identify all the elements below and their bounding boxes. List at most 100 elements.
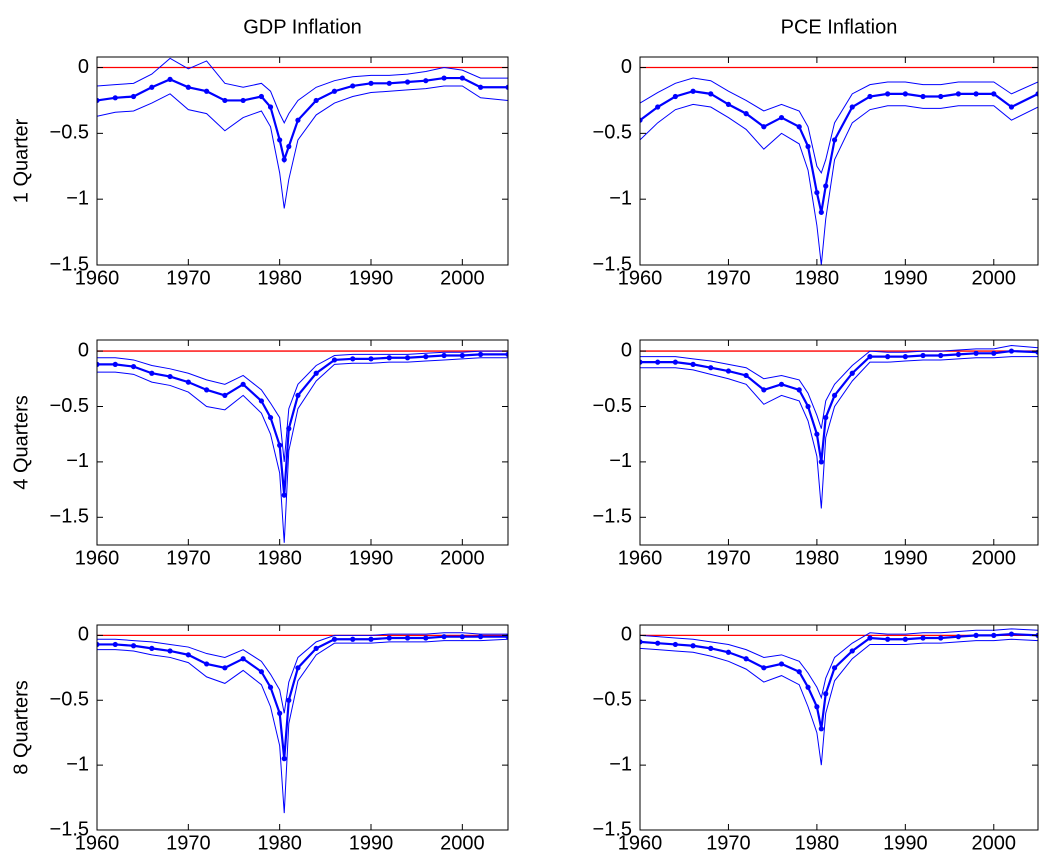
estimate-line	[640, 632, 1038, 730]
axes-box	[96, 56, 509, 266]
band-line	[97, 357, 508, 543]
marker	[672, 93, 678, 100]
band-line	[97, 632, 508, 714]
band-line	[640, 628, 1038, 700]
marker	[1008, 631, 1015, 637]
marker	[130, 363, 137, 370]
y-tick-label: −0.5	[593, 395, 632, 417]
marker	[386, 355, 392, 361]
x-tick-label: 1990	[349, 547, 394, 569]
marker	[796, 387, 802, 393]
x-tick-label: 2000	[972, 267, 1017, 289]
y-tick-label: −0.5	[593, 122, 632, 144]
x-tick-label: 1970	[706, 832, 751, 854]
marker	[690, 361, 696, 367]
marker	[286, 143, 292, 150]
x-tick-label: 1980	[257, 832, 302, 854]
marker	[423, 354, 429, 360]
marker	[690, 643, 696, 649]
y-tick-label: −1.5	[593, 506, 632, 528]
marker	[368, 80, 374, 86]
y-tick-label: −1	[66, 753, 89, 775]
plot-area	[97, 350, 508, 543]
marker	[441, 352, 447, 359]
marker	[991, 632, 997, 638]
plot-area	[640, 628, 1038, 766]
marker	[991, 91, 997, 97]
marker	[441, 634, 447, 640]
marker	[404, 355, 411, 361]
x-tick-label: 1990	[349, 832, 394, 854]
marker	[640, 359, 643, 365]
marker	[368, 356, 374, 362]
marker	[778, 381, 785, 387]
marker	[286, 697, 292, 703]
estimate-line	[640, 90, 1038, 213]
marker	[281, 492, 287, 498]
marker	[867, 93, 873, 100]
marker	[350, 83, 356, 89]
marker	[204, 661, 210, 667]
x-tick-label: 2000	[440, 267, 485, 289]
marker	[902, 636, 908, 642]
plot-area	[97, 57, 508, 209]
marker	[459, 352, 465, 359]
marker	[831, 392, 838, 399]
y-tick-label: −1.5	[593, 253, 632, 275]
marker	[708, 645, 714, 651]
marker	[902, 91, 908, 97]
marker	[130, 643, 137, 649]
marker	[350, 636, 356, 642]
marker	[478, 84, 484, 90]
axes-box	[96, 339, 509, 546]
marker	[97, 361, 100, 367]
marker	[708, 91, 714, 97]
y-tick-label: −1	[609, 450, 632, 472]
marker	[423, 78, 429, 84]
x-tick-label: 1960	[618, 267, 663, 289]
y-tick-label: 0	[621, 56, 632, 78]
y-tick-label: 0	[621, 624, 632, 646]
x-tick-label: 1960	[75, 832, 120, 854]
marker	[902, 354, 908, 360]
y-tick-label: 0	[621, 339, 632, 361]
marker	[258, 669, 264, 675]
x-tick-label: 1980	[257, 267, 302, 289]
x-tick-label: 1990	[883, 547, 928, 569]
marker	[459, 634, 465, 640]
estimate-line	[97, 76, 508, 164]
marker	[505, 351, 508, 358]
x-tick-label: 1970	[706, 267, 751, 289]
marker	[295, 665, 301, 671]
marker	[761, 387, 767, 393]
plot-area	[640, 345, 1038, 509]
y-tick-label: −1.5	[50, 253, 89, 275]
marker	[885, 91, 891, 97]
band-line	[640, 345, 1038, 429]
marker	[708, 365, 714, 371]
marker	[885, 354, 891, 360]
y-tick-label: −1.5	[593, 818, 632, 840]
marker	[97, 641, 100, 648]
marker	[805, 143, 811, 150]
axes-box	[96, 624, 509, 831]
marker	[778, 114, 785, 121]
estimate-line	[97, 353, 508, 496]
marker	[818, 459, 824, 465]
marker	[761, 124, 767, 130]
axes-box	[639, 624, 1039, 831]
marker	[814, 189, 820, 196]
marker	[404, 635, 411, 641]
marker	[313, 645, 319, 651]
marker	[149, 84, 155, 90]
x-tick-label: 2000	[440, 547, 485, 569]
y-tick-label: 0	[78, 339, 89, 361]
marker	[973, 632, 979, 638]
y-tick-label: −1	[66, 187, 89, 209]
marker	[423, 635, 429, 641]
marker	[743, 111, 749, 117]
marker	[761, 665, 767, 671]
x-tick-label: 1960	[75, 267, 120, 289]
x-tick-label: 1980	[795, 832, 840, 854]
